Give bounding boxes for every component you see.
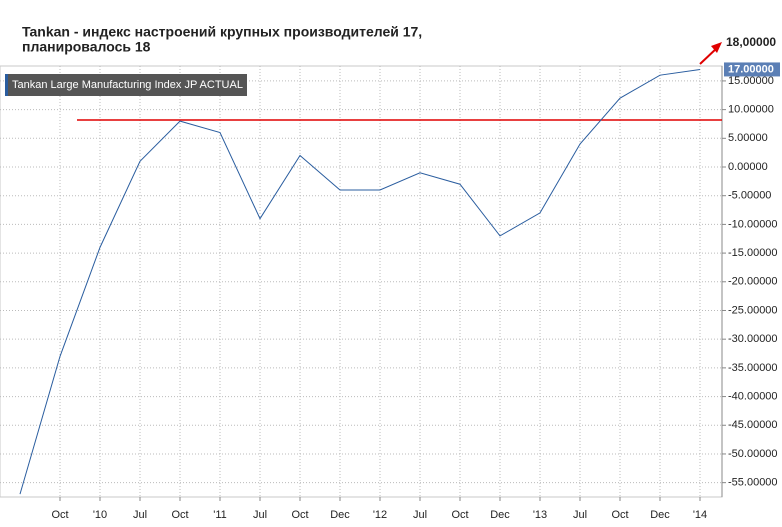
x-tick-label: '12 <box>373 509 387 521</box>
y-tick-label: -30.00000 <box>728 333 778 345</box>
y-tick-label: -50.00000 <box>728 448 778 460</box>
y-tick-label: 0.00000 <box>728 161 768 173</box>
y-tick-label: 5.00000 <box>728 132 768 144</box>
y-tick-label: 10.00000 <box>728 104 774 116</box>
x-tick-label: Oct <box>611 509 628 521</box>
x-tick-label: Jul <box>253 509 267 521</box>
y-tick-label: -55.00000 <box>728 477 778 489</box>
x-tick-label: Jul <box>133 509 147 521</box>
x-tick-label: Oct <box>51 509 68 521</box>
x-tick-label: '11 <box>213 509 227 521</box>
y-tick-label: 15.00000 <box>728 75 774 87</box>
legend-label: Tankan Large Manufacturing Index JP ACTU… <box>12 79 243 91</box>
x-tick-label: '14 <box>693 509 707 521</box>
y-tick-label: -10.00000 <box>728 218 778 230</box>
legend-box <box>5 74 247 96</box>
x-tick-label: Dec <box>330 509 350 521</box>
chart-subtitle: планировалось 18 <box>22 39 151 55</box>
chart-title: Tankan - индекс настроений крупных произ… <box>22 24 422 40</box>
y-tick-label: -5.00000 <box>728 190 771 202</box>
current-value-label: 17.00000 <box>728 63 774 75</box>
target-arrowhead <box>711 42 722 53</box>
x-tick-label: Dec <box>490 509 510 521</box>
x-tick-label: Oct <box>451 509 468 521</box>
x-tick-label: Jul <box>573 509 587 521</box>
x-tick-label: Oct <box>171 509 188 521</box>
y-tick-label: -45.00000 <box>728 419 778 431</box>
y-tick-label: -35.00000 <box>728 362 778 374</box>
line-series <box>19 68 701 495</box>
x-tick-label: '13 <box>533 509 547 521</box>
legend-swatch <box>5 74 8 96</box>
y-tick-label: -25.00000 <box>728 304 778 316</box>
y-tick-label: -20.00000 <box>728 276 778 288</box>
y-tick-label: -40.00000 <box>728 390 778 402</box>
x-tick-label: Dec <box>650 509 670 521</box>
target-label: 18,00000 <box>726 35 776 49</box>
x-tick-label: Oct <box>291 509 308 521</box>
x-tick-label: Jul <box>413 509 427 521</box>
y-tick-label: -15.00000 <box>728 247 778 259</box>
current-value-tag <box>724 62 780 77</box>
x-tick-label: '10 <box>93 509 107 521</box>
